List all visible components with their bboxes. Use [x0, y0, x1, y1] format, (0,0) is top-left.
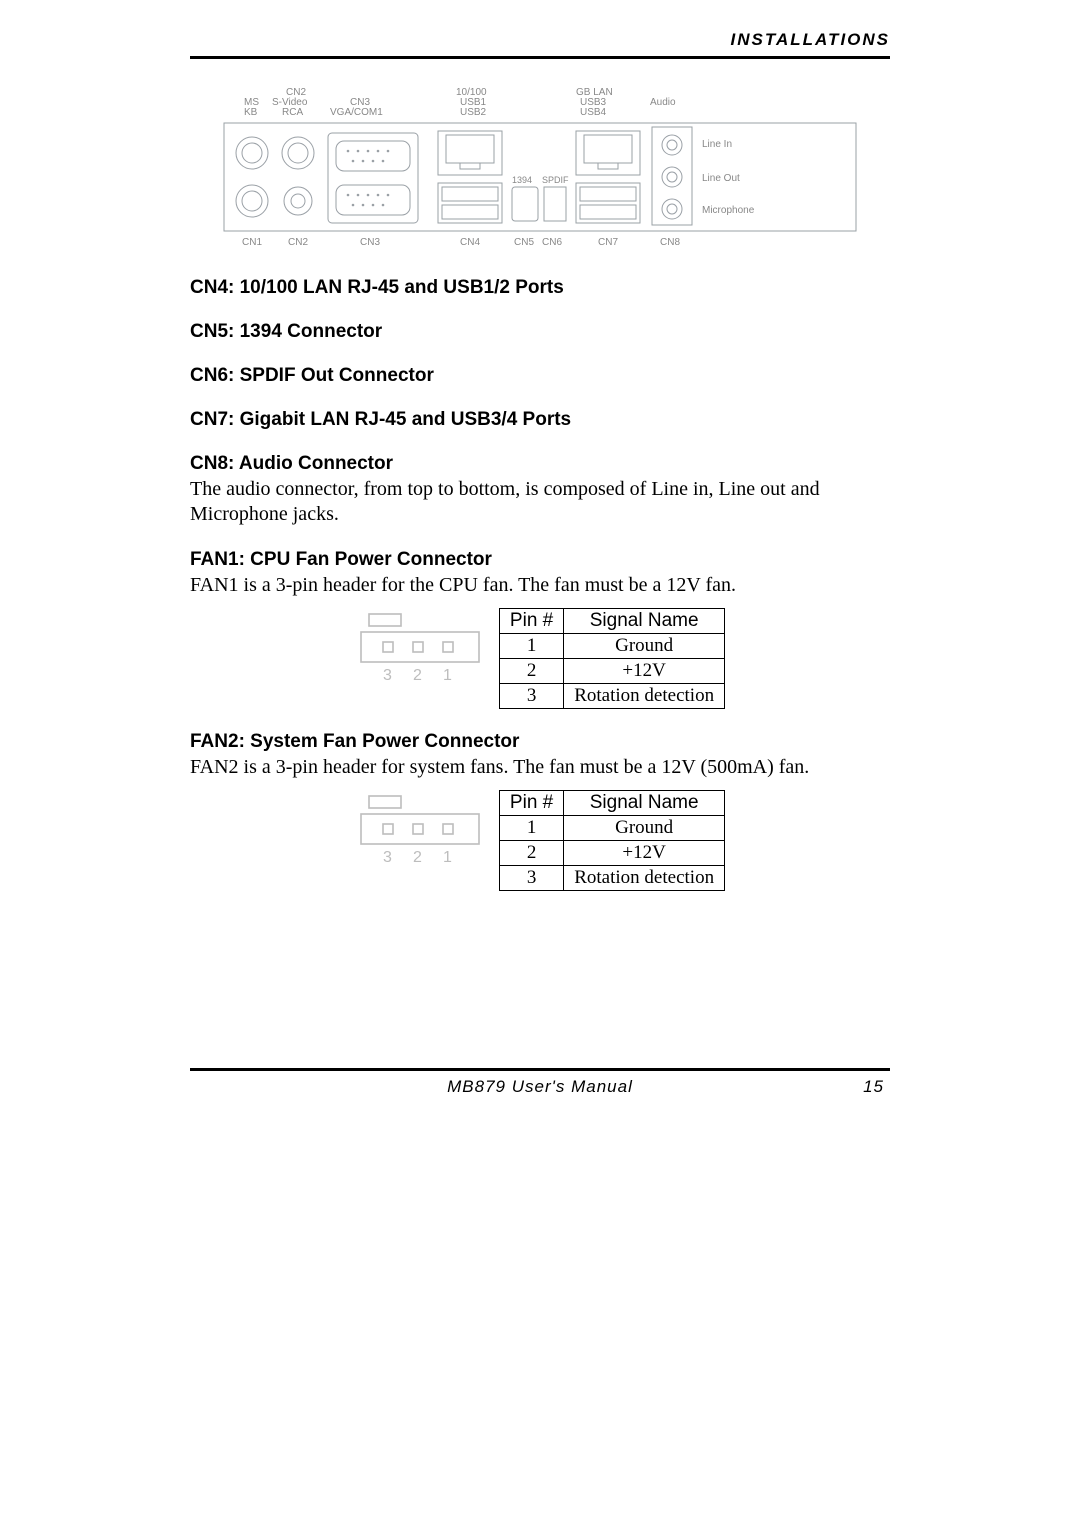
svg-text:CN3: CN3 — [360, 237, 380, 248]
svg-text:1: 1 — [443, 849, 452, 866]
cn6-title: CN6: SPDIF Out Connector — [190, 365, 890, 387]
fan1-pin-figure: 3 2 1 — [355, 608, 485, 686]
io-panel-diagram: MSKB CN2S-VideoRCA CN3VGA/COM1 10/100USB… — [220, 83, 860, 251]
footer-rule — [190, 1068, 890, 1071]
table-row: 3Rotation detection — [499, 866, 724, 891]
fan2-th-pin: Pin # — [499, 791, 563, 816]
fan2-pin-figure: 3 2 1 — [355, 790, 485, 868]
cn4-title: CN4: 10/100 LAN RJ-45 and USB1/2 Ports — [190, 277, 890, 299]
svg-text:USB4: USB4 — [580, 107, 607, 118]
svg-text:SPDIF: SPDIF — [542, 175, 569, 185]
cn5-title: CN5: 1394 Connector — [190, 321, 890, 343]
table-row: 1Ground — [499, 816, 724, 841]
svg-text:Microphone: Microphone — [702, 205, 755, 216]
table-row: 1Ground — [499, 634, 724, 659]
fan1-title: FAN1: CPU Fan Power Connector — [190, 549, 890, 571]
cn8-body: The audio connector, from top to bottom,… — [190, 477, 890, 527]
fan1-th-pin: Pin # — [499, 609, 563, 634]
fan1-body: FAN1 is a 3-pin header for the CPU fan. … — [190, 573, 890, 598]
page-header-title: INSTALLATIONS — [190, 30, 890, 50]
svg-text:1: 1 — [443, 667, 452, 684]
svg-text:Line In: Line In — [702, 139, 732, 150]
svg-text:1394: 1394 — [512, 175, 532, 185]
svg-text:CN8: CN8 — [660, 237, 680, 248]
svg-text:Audio: Audio — [650, 97, 676, 108]
svg-text:Line Out: Line Out — [702, 173, 740, 184]
svg-text:2: 2 — [413, 667, 422, 684]
svg-text:CN6: CN6 — [542, 237, 562, 248]
svg-text:CN7: CN7 — [598, 237, 618, 248]
svg-text:USB2: USB2 — [460, 107, 487, 118]
fan2-body: FAN2 is a 3-pin header for system fans. … — [190, 755, 890, 780]
cn8-title: CN8: Audio Connector — [190, 453, 890, 475]
table-row: 2+12V — [499, 841, 724, 866]
table-row: 3Rotation detection — [499, 684, 724, 709]
svg-text:2: 2 — [413, 849, 422, 866]
fan2-th-sig: Signal Name — [564, 791, 725, 816]
header-rule — [190, 56, 890, 59]
page-footer: MB879 User's Manual 15 — [190, 1068, 890, 1097]
table-row: 2+12V — [499, 659, 724, 684]
svg-text:RCA: RCA — [282, 107, 303, 118]
svg-text:CN4: CN4 — [460, 237, 480, 248]
svg-text:3: 3 — [383, 849, 392, 866]
fan1-table: Pin # Signal Name 1Ground 2+12V 3Rotatio… — [499, 608, 725, 709]
svg-text:CN2: CN2 — [288, 237, 308, 248]
cn7-title: CN7: Gigabit LAN RJ-45 and USB3/4 Ports — [190, 409, 890, 431]
fan2-title: FAN2: System Fan Power Connector — [190, 731, 890, 753]
svg-text:KB: KB — [244, 107, 258, 118]
footer-manual-title: MB879 User's Manual — [256, 1077, 824, 1097]
fan2-table: Pin # Signal Name 1Ground 2+12V 3Rotatio… — [499, 790, 725, 891]
svg-text:CN1: CN1 — [242, 237, 262, 248]
svg-text:CN5: CN5 — [514, 237, 534, 248]
fan1-th-sig: Signal Name — [564, 609, 725, 634]
footer-page-number: 15 — [824, 1077, 884, 1097]
svg-text:VGA/COM1: VGA/COM1 — [330, 107, 383, 118]
svg-text:3: 3 — [383, 667, 392, 684]
